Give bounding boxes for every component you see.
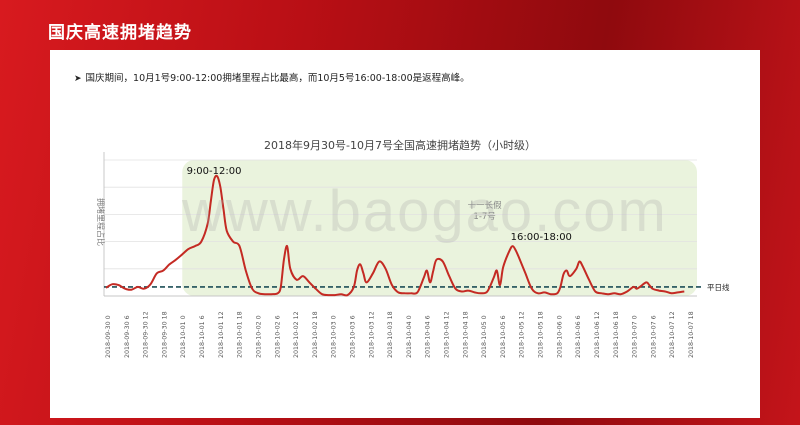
summary-text: 国庆期间，10月1号9:00-12:00拥堵里程占比最高，而10月5号16:00…	[85, 73, 470, 84]
holiday-band	[182, 160, 698, 296]
chart-title: 2018年9月30号-10月7号全国高速拥堵趋势（小时级）	[264, 138, 536, 152]
x-tick-label: 2018-10-04 12	[444, 311, 451, 358]
x-tick-label: 2018-10-04 0	[406, 315, 413, 358]
x-tick-label: 2018-10-07 18	[688, 311, 695, 358]
series-line	[105, 174, 685, 297]
x-tick-label: 2018-10-02 6	[274, 315, 281, 358]
x-tick-label: 2018-10-01 6	[199, 315, 206, 358]
x-tick-label: 2018-10-06 18	[613, 311, 620, 358]
holiday-label-line1: 十一长假	[468, 200, 503, 211]
annotation-label: 9:00-12:00	[187, 166, 242, 177]
summary-bullet: ➤ 国庆期间，10月1号9:00-12:00拥堵里程占比最高，而10月5号16:0…	[74, 70, 470, 84]
y-axis-label: 拥堵里程占比	[96, 198, 106, 246]
x-tick-label: 2018-10-03 6	[350, 315, 357, 358]
holiday-label-line2: 1-7号	[473, 212, 495, 222]
x-tick-label: 2018-10-02 0	[256, 315, 263, 358]
x-tick-label: 2018-09-30 6	[124, 315, 131, 358]
x-tick-label: 2018-10-07 0	[632, 315, 639, 358]
x-tick-label: 2018-09-30 18	[161, 311, 168, 358]
x-tick-label: 2018-10-04 18	[462, 311, 469, 358]
arrow-right-icon: ➤	[74, 74, 82, 84]
x-tick-label: 2018-10-04 6	[425, 315, 432, 358]
x-tick-label: 2018-10-05 0	[481, 315, 488, 358]
x-tick-label: 2018-10-01 12	[218, 311, 225, 358]
x-tick-label: 2018-10-03 18	[387, 311, 394, 358]
x-tick-label: 2018-10-02 18	[312, 311, 319, 358]
slide-title: 国庆高速拥堵趋势	[48, 23, 192, 43]
watermark-text: www.baogao.com	[182, 179, 668, 244]
x-tick-label: 2018-10-06 0	[556, 315, 563, 358]
x-tick-label: 2018-09-30 12	[143, 311, 150, 358]
x-tick-label: 2018-10-05 18	[538, 311, 545, 358]
annotation-label: 16:00-18:00	[511, 232, 572, 243]
x-tick-label: 2018-10-03 0	[331, 315, 338, 358]
x-tick-label: 2018-10-01 18	[237, 311, 244, 358]
x-tick-label: 2018-10-07 6	[650, 315, 657, 358]
x-tick-label: 2018-10-02 12	[293, 311, 300, 358]
x-tick-label: 2018-10-03 12	[368, 311, 375, 358]
x-tick-label: 2018-10-05 12	[519, 311, 526, 358]
x-tick-label: 2018-10-05 6	[500, 315, 507, 358]
x-tick-label: 2018-10-06 12	[594, 311, 601, 358]
x-tick-label: 2018-10-07 12	[669, 311, 676, 358]
x-tick-label: 2018-09-30 0	[105, 315, 112, 358]
x-tick-label: 2018-10-01 0	[180, 315, 187, 358]
baseline-label: 平日线	[707, 282, 730, 292]
x-tick-label: 2018-10-06 6	[575, 315, 582, 358]
